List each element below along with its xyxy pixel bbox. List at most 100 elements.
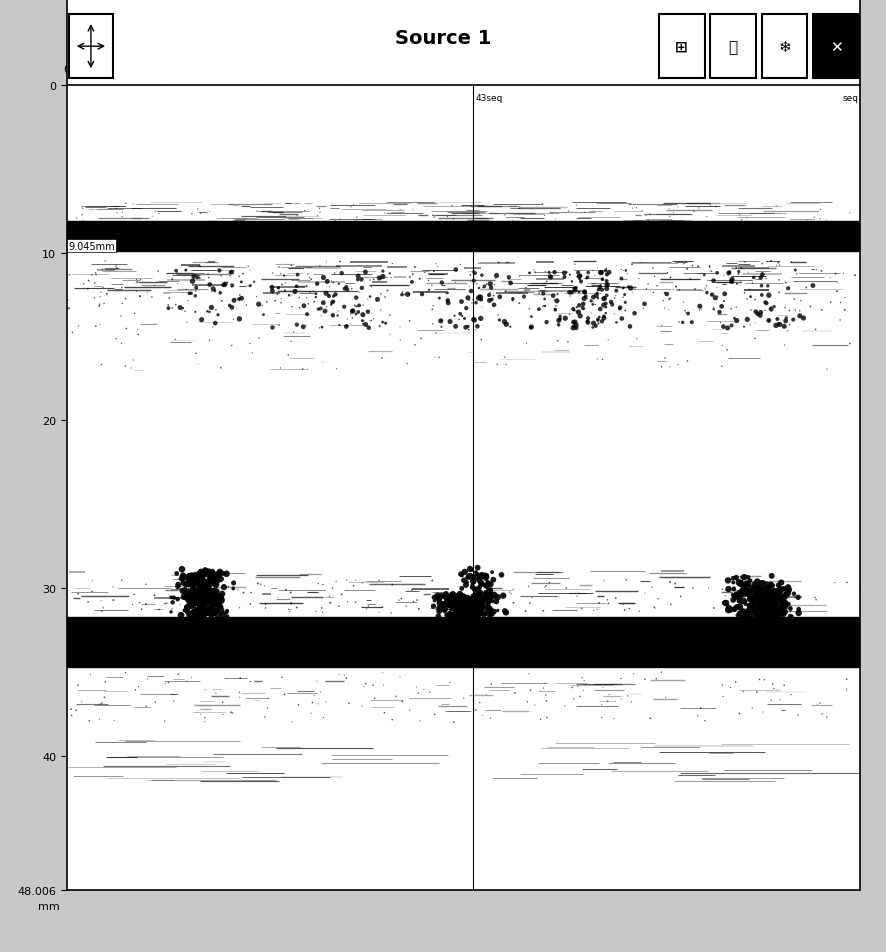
Point <box>173 597 187 612</box>
Point <box>301 297 315 312</box>
Point <box>188 602 202 617</box>
Point <box>462 593 476 608</box>
Point <box>175 301 190 316</box>
Point <box>200 568 214 584</box>
Point <box>480 599 494 614</box>
Point <box>756 585 770 601</box>
Point <box>477 589 491 605</box>
Point <box>194 580 208 595</box>
Point <box>199 586 214 602</box>
Point <box>738 605 752 620</box>
Point <box>189 595 203 610</box>
Point <box>573 274 587 289</box>
Point <box>429 257 443 272</box>
Point <box>743 598 758 613</box>
Point <box>771 317 785 332</box>
Point <box>750 597 765 612</box>
Point <box>491 255 505 270</box>
Point <box>332 318 346 333</box>
Point <box>260 295 274 310</box>
Point <box>179 674 193 689</box>
Point <box>563 268 577 283</box>
Point <box>483 577 497 592</box>
Point <box>188 288 202 304</box>
Point <box>206 584 220 599</box>
Point <box>647 600 661 615</box>
Point <box>206 572 221 587</box>
Point <box>537 676 551 691</box>
Point <box>307 688 322 704</box>
Point <box>383 308 397 324</box>
Point <box>272 318 286 333</box>
Point <box>313 206 327 221</box>
Point <box>184 585 198 600</box>
Point <box>212 565 226 581</box>
Point <box>642 711 657 726</box>
Point <box>498 285 512 300</box>
Point <box>461 569 475 585</box>
Point <box>165 301 179 316</box>
Point <box>198 591 212 606</box>
Point <box>752 597 766 612</box>
Point <box>654 664 668 680</box>
Point <box>361 305 375 320</box>
Point <box>750 583 764 598</box>
Point <box>457 311 471 327</box>
Point <box>613 692 627 707</box>
Point <box>265 266 279 281</box>
Point <box>409 593 424 608</box>
Point <box>599 268 613 283</box>
Point <box>749 585 763 601</box>
Point <box>447 598 462 613</box>
Point <box>473 603 487 618</box>
Point <box>764 596 778 611</box>
Point <box>384 605 398 621</box>
Point <box>511 296 525 311</box>
Point <box>179 603 193 618</box>
Point <box>167 590 181 605</box>
Point <box>751 579 766 594</box>
Point <box>452 587 466 603</box>
Point <box>196 581 210 596</box>
Point <box>220 276 234 291</box>
Point <box>768 319 782 334</box>
Point <box>676 257 690 272</box>
Point <box>600 278 614 293</box>
Point <box>444 609 458 625</box>
Point <box>488 271 502 287</box>
Point <box>215 695 229 710</box>
Point <box>565 304 579 319</box>
Point <box>473 290 487 306</box>
Point <box>359 602 373 617</box>
Point <box>728 261 742 276</box>
Point <box>466 607 480 623</box>
Point <box>462 562 477 577</box>
Point <box>208 583 222 598</box>
Point <box>376 269 390 285</box>
Point <box>392 320 407 335</box>
Point <box>202 333 216 348</box>
Point <box>441 609 455 625</box>
Point <box>591 316 605 331</box>
Point <box>434 275 448 290</box>
Point <box>343 307 357 322</box>
Point <box>812 203 827 218</box>
Point <box>755 585 769 601</box>
Point <box>574 670 588 685</box>
Point <box>758 598 772 613</box>
Point <box>758 589 773 605</box>
Point <box>202 596 216 611</box>
Point <box>604 298 618 313</box>
Point <box>206 591 221 606</box>
Point <box>190 605 205 620</box>
Point <box>329 574 343 589</box>
Point <box>204 602 218 617</box>
Point <box>198 590 212 605</box>
Point <box>680 354 694 369</box>
Point <box>729 277 743 292</box>
Point <box>732 600 746 615</box>
Point <box>173 301 187 316</box>
Point <box>466 274 480 289</box>
Point <box>126 353 140 368</box>
Point <box>455 600 470 615</box>
